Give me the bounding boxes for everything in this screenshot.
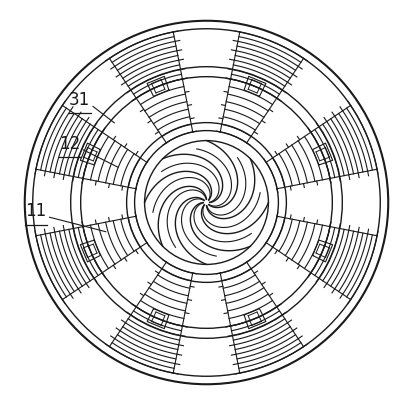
Text: 31: 31	[69, 91, 90, 109]
Text: 11: 11	[25, 202, 46, 220]
Text: 12: 12	[59, 134, 80, 153]
